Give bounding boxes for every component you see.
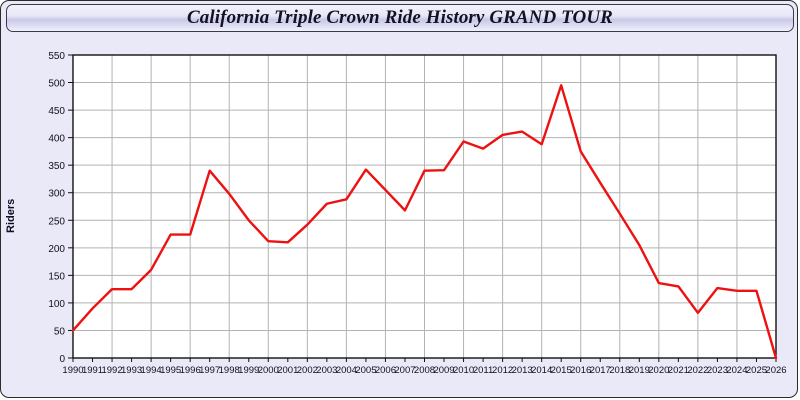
x-tick-label: 2021: [668, 365, 689, 376]
x-tick-label: 2019: [629, 365, 650, 376]
x-tick-label: 2001: [277, 365, 298, 376]
x-tick-label: 1991: [82, 365, 103, 376]
x-tick-label: 2011: [473, 365, 493, 376]
data-series: [71, 84, 778, 360]
x-tick-label: 1996: [180, 365, 201, 376]
y-tick-label: 550: [48, 51, 65, 62]
x-tick-label: 2026: [765, 365, 786, 376]
plot-area: Riders 0 50 100 150 200 250 300 350 400 450 500 550…: [1, 34, 797, 397]
x-tick-label: 2003: [316, 365, 337, 376]
x-tick-label: 1995: [160, 365, 181, 376]
x-tick-label: 1997: [199, 365, 220, 376]
y-tick-label: 300: [48, 189, 65, 200]
x-axis-ticks: 1990199119921993199419951996199719981999…: [62, 358, 787, 376]
x-tick-label: 2020: [648, 365, 669, 376]
x-tick-label: 1992: [101, 365, 122, 376]
y-tick-label: 400: [48, 134, 65, 145]
series-line-riders: [71, 84, 778, 360]
y-tick-label: 500: [48, 79, 65, 90]
y-tick-label: 0: [59, 354, 65, 365]
x-tick-label: 1990: [62, 365, 83, 376]
x-tick-label: 2010: [453, 365, 474, 376]
x-tick-label: 2018: [609, 365, 630, 376]
y-tick-label: 200: [48, 244, 65, 255]
x-tick-label: 2012: [492, 365, 513, 376]
x-tick-label: 2007: [394, 365, 415, 376]
x-tick-label: 2023: [707, 365, 728, 376]
x-tick-label: 2016: [570, 365, 591, 376]
x-tick-label: 2015: [551, 365, 572, 376]
x-tick-label: 1994: [141, 365, 162, 376]
x-tick-label: 2006: [375, 365, 396, 376]
x-tick-label: 2008: [414, 365, 435, 376]
x-tick-label: 1993: [121, 365, 142, 376]
x-tick-label: 2000: [258, 365, 279, 376]
chart-title-bar: California Triple Crown Ride History GRA…: [6, 4, 794, 32]
x-tick-label: 2024: [726, 365, 747, 376]
axis-lines: [72, 54, 777, 359]
y-tick-label: 250: [48, 216, 65, 227]
y-tick-label: 350: [48, 161, 65, 172]
x-tick-label: 2002: [297, 365, 318, 376]
x-tick-label: 1999: [238, 365, 259, 376]
y-tick-label: 50: [54, 326, 66, 337]
y-tick-label: 450: [48, 106, 65, 117]
plot-frame: [72, 54, 777, 359]
x-tick-label: 2022: [687, 365, 708, 376]
x-tick-label: 2014: [531, 365, 552, 376]
x-tick-label: 2004: [336, 365, 357, 376]
x-tick-label: 2017: [590, 365, 611, 376]
y-tick-label: 100: [48, 299, 65, 310]
y-tick-label: 150: [48, 271, 65, 282]
x-tick-label: 1998: [219, 365, 240, 376]
x-tick-label: 2013: [512, 365, 533, 376]
x-tick-label: 2005: [355, 365, 376, 376]
page-title: California Triple Crown Ride History GRA…: [187, 7, 613, 28]
y-axis-ticks: 0 50 100 150 200 250 300 350 400 450 500 550: [48, 51, 73, 365]
x-tick-label: 2025: [746, 365, 767, 376]
x-tick-label: 2009: [433, 365, 454, 376]
